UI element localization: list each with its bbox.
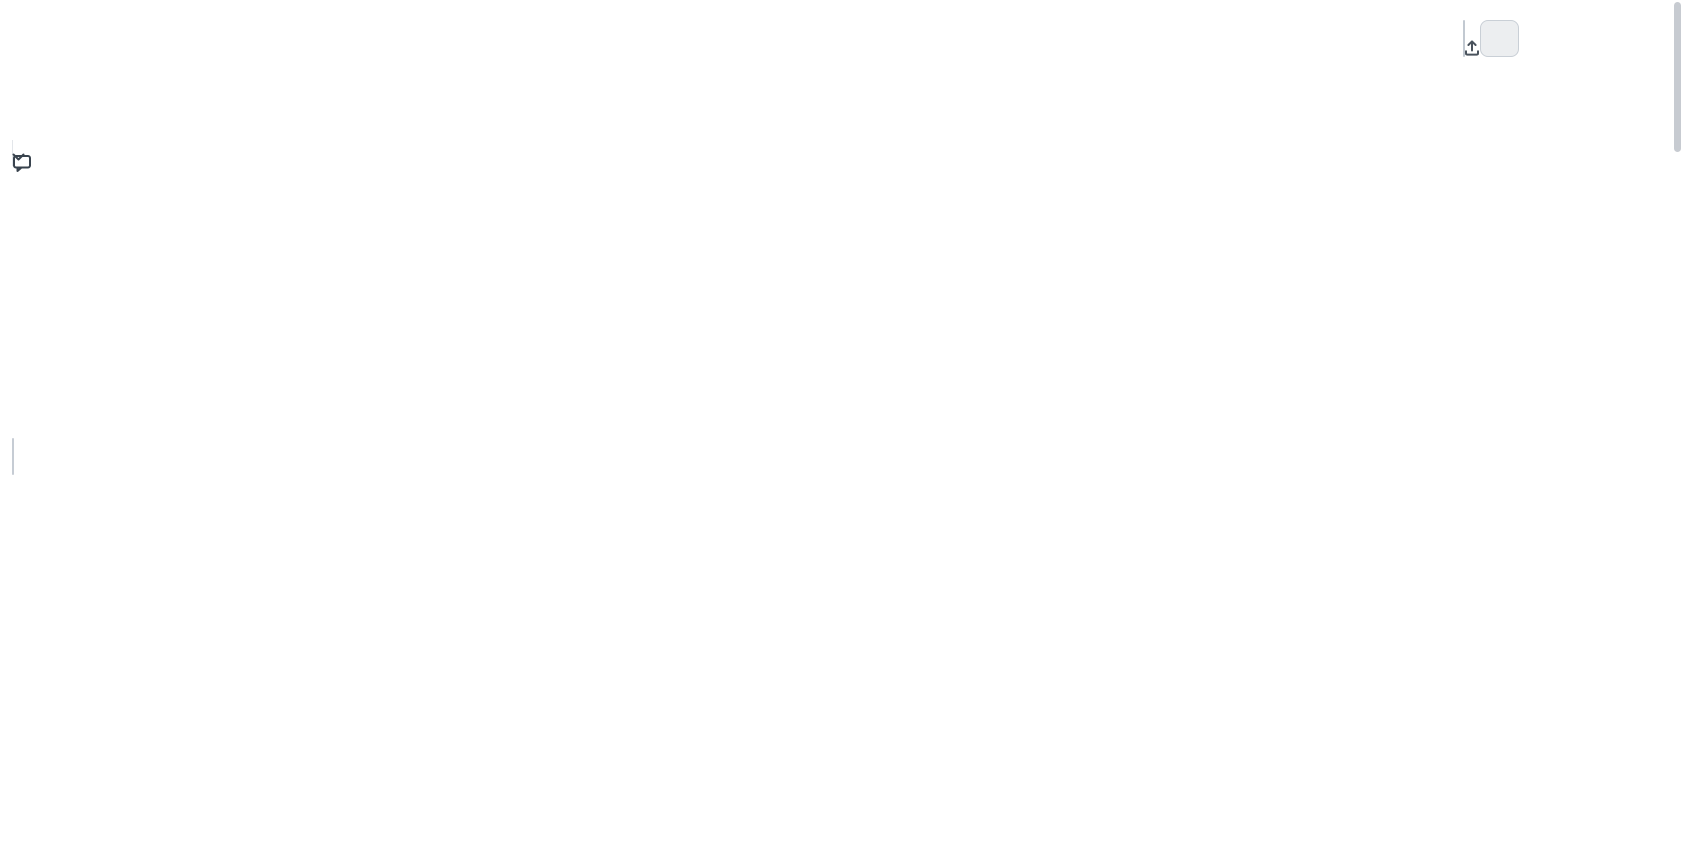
granularity-toggle <box>1463 20 1465 57</box>
export-button[interactable] <box>1465 20 1519 57</box>
scrollbar-thumb[interactable] <box>1674 2 1681 152</box>
traffic-legend <box>12 140 53 172</box>
toolbar-right <box>1463 20 1519 57</box>
keywords-type-toggle <box>12 438 14 475</box>
legend-divider <box>12 140 13 166</box>
